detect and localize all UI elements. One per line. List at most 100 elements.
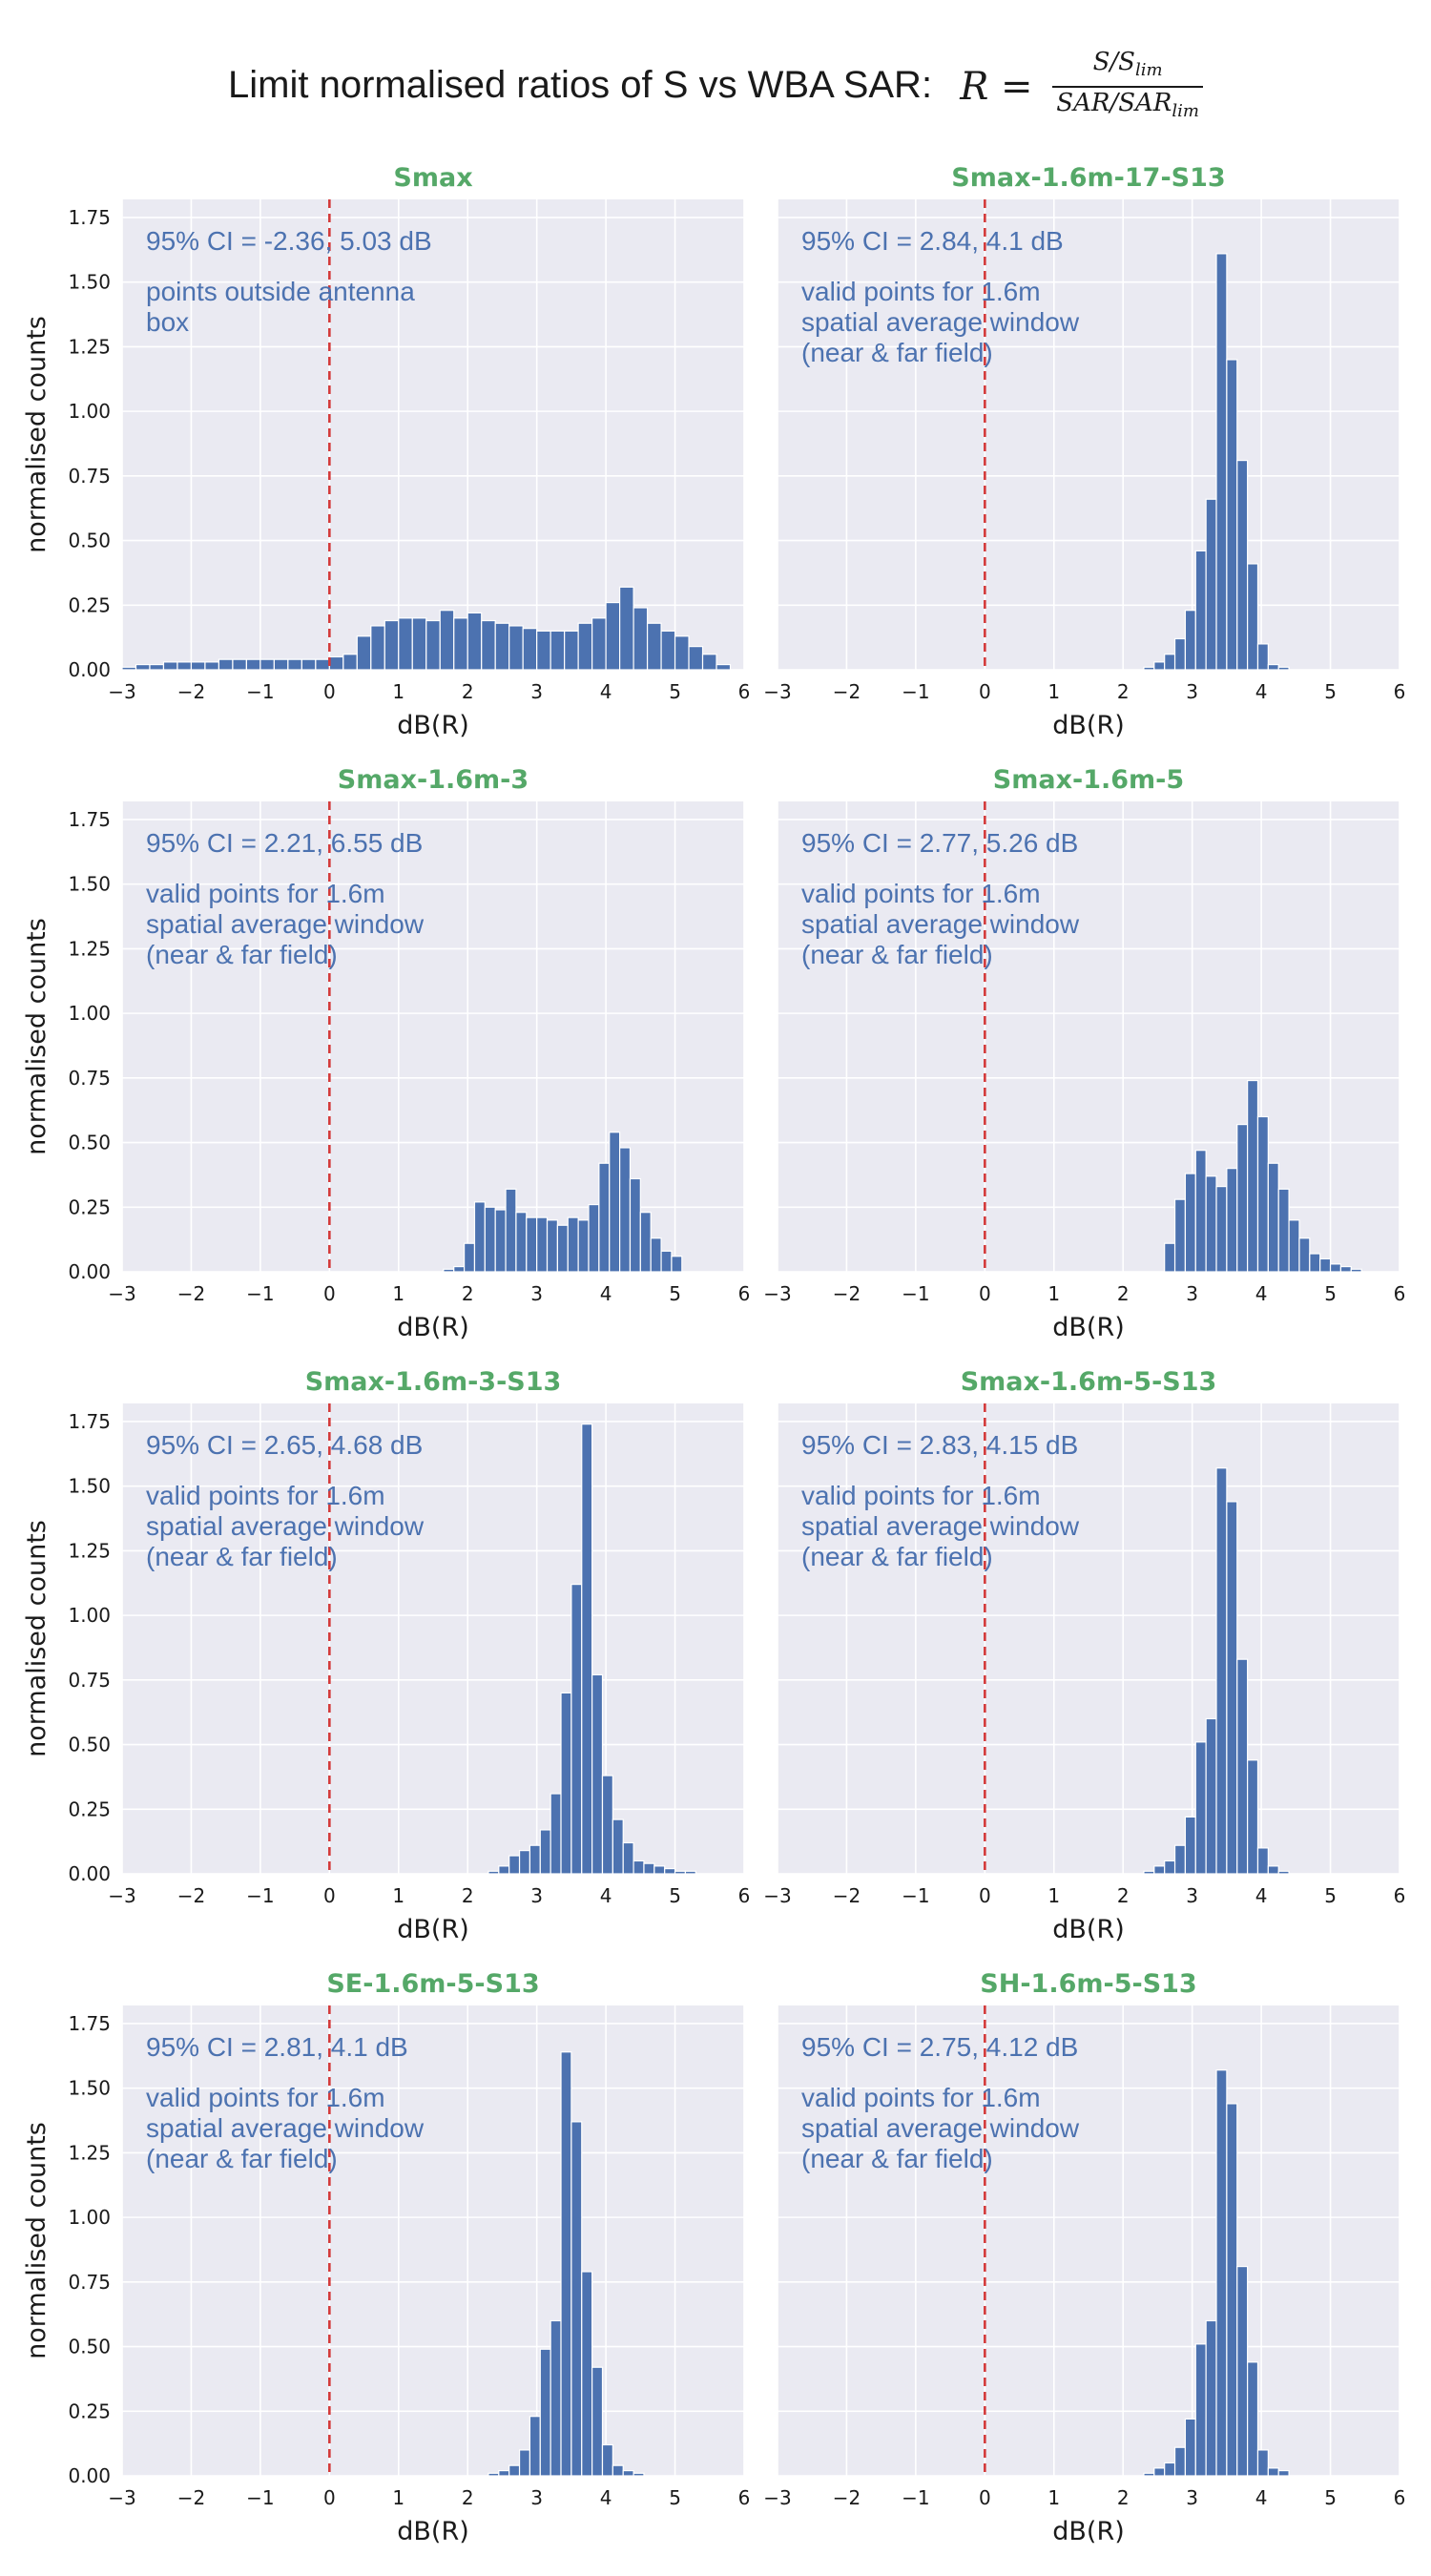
histogram-bar: [671, 1256, 683, 1273]
x-tick-label: 2: [462, 680, 474, 703]
y-tick-label: 0.75: [68, 1067, 111, 1090]
x-axis-label: dB(R): [397, 711, 469, 740]
ci-annotation: 95% CI = 2.77, 5.26 dB: [801, 828, 1078, 858]
histogram-bar: [176, 661, 193, 671]
note-annotation: valid points for 1.6m: [801, 1481, 1041, 1510]
histogram-bar: [1205, 498, 1217, 671]
y-tick-label: 1.00: [68, 400, 111, 423]
histogram-bar: [481, 619, 496, 671]
x-tick-label: 4: [600, 1884, 612, 1907]
histogram-bar: [567, 1216, 579, 1273]
x-tick-label: 0: [979, 2486, 991, 2509]
histogram-bar: [1256, 643, 1269, 671]
histogram-bar: [1205, 2319, 1217, 2477]
histogram-bar: [601, 1775, 613, 1875]
subplot-title: Smax-1.6m-5: [993, 765, 1184, 795]
x-tick-label: 0: [323, 1884, 336, 1907]
x-tick-label: 6: [738, 680, 751, 703]
x-tick-label: −2: [177, 1884, 205, 1907]
histogram-bar: [494, 622, 510, 671]
ci-annotation: 95% CI = 2.81, 4.1 dB: [146, 2032, 408, 2062]
histogram-bar: [1194, 1741, 1207, 1875]
note-annotation: spatial average window: [801, 909, 1080, 939]
histogram-bar: [633, 1859, 645, 1875]
x-tick-label: 6: [1394, 680, 1406, 703]
panel-6: −3 −2 −1 0 1 2 3 4 5 6 dB(R) Smax-1.6m-5-S13 95% CI …: [763, 1367, 1405, 1944]
histogram-bar: [1256, 1115, 1269, 1273]
panel-2: −3 −2 −1 0 1 2 3 4 5 6 dB(R) Smax-1.6m-17-S13 95% CI…: [763, 163, 1405, 740]
x-tick-label: 0: [323, 2486, 336, 2509]
y-tick-label: 0.75: [68, 2271, 111, 2294]
note-annotation: valid points for 1.6m: [801, 879, 1041, 908]
x-tick-label: −1: [246, 1282, 274, 1305]
histogram-bar: [1226, 1168, 1238, 1273]
x-tick-label: 6: [1394, 1884, 1406, 1907]
x-tick-label: −2: [177, 2486, 205, 2509]
formula-numerator-sub: lim: [1135, 60, 1163, 80]
histogram-bar: [1143, 1870, 1155, 1875]
y-tick-label: 1.50: [68, 1475, 111, 1498]
plot-area: [778, 2005, 1400, 2476]
histogram-bar: [650, 1237, 662, 1273]
histogram-bar: [629, 1177, 641, 1273]
histogram-bar: [425, 619, 441, 671]
histogram-bar: [560, 2051, 572, 2477]
histogram-bar: [1164, 2462, 1176, 2477]
histogram-bar: [1215, 1467, 1228, 1875]
y-tick-label: 1.50: [68, 873, 111, 896]
histogram-bar: [529, 2416, 541, 2477]
x-tick-label: −3: [108, 2486, 135, 2509]
x-tick-label: 6: [738, 1282, 751, 1305]
histogram-bar: [577, 622, 593, 671]
histogram-bar: [473, 1201, 486, 1273]
note-annotation: (near & far field): [801, 338, 993, 367]
x-tick-label: 5: [1324, 2486, 1337, 2509]
histogram-bar: [301, 658, 317, 671]
note-annotation: spatial average window: [801, 2113, 1080, 2143]
x-tick-label: 0: [979, 1884, 991, 1907]
note-annotation: valid points for 1.6m: [146, 2083, 385, 2112]
x-tick-label: −3: [763, 680, 791, 703]
x-tick-label: 0: [323, 1282, 336, 1305]
formula-denominator-main: SAR/SAR: [1056, 89, 1172, 117]
histogram-bar: [522, 628, 538, 671]
histogram-bar: [618, 586, 634, 671]
x-tick-label: 1: [392, 680, 404, 703]
histogram-bar: [1247, 563, 1259, 671]
histogram-bar: [1205, 1175, 1217, 1273]
histogram-bar: [1236, 459, 1249, 671]
x-tick-label: 1: [1047, 2486, 1060, 2509]
y-tick-label: 1.00: [68, 1604, 111, 1627]
histogram-bar: [1309, 1253, 1321, 1273]
histogram-bar: [653, 1865, 666, 1875]
x-tick-label: 2: [462, 1282, 474, 1305]
figure-title-block: Limit normalised ratios of S vs WBA SAR:…: [0, 34, 1431, 139]
histogram-bar: [1184, 1816, 1196, 1875]
histogram-bar: [1277, 2469, 1290, 2477]
histogram-bar: [1153, 2467, 1166, 2477]
note-annotation: box: [146, 307, 189, 337]
y-tick-label: 1.25: [68, 2141, 111, 2164]
histogram-bar: [342, 654, 358, 671]
histogram-bar: [1329, 1263, 1342, 1273]
x-tick-label: 3: [1186, 2486, 1198, 2509]
histogram-bar: [1173, 1844, 1187, 1875]
x-axis-label: dB(R): [1052, 2517, 1125, 2546]
x-tick-label: 2: [1117, 1884, 1130, 1907]
histogram-bar: [1247, 1079, 1259, 1273]
histogram-bar: [618, 1147, 632, 1273]
histogram-bar: [1164, 1242, 1176, 1273]
histogram-bar: [443, 1268, 455, 1273]
x-tick-label: 4: [1255, 2486, 1268, 2509]
histogram-bar: [1267, 2467, 1279, 2477]
x-tick-label: 5: [669, 1884, 681, 1907]
histogram-bar: [498, 2469, 510, 2477]
histogram-bar: [1288, 1219, 1300, 1273]
histogram-bar: [508, 625, 524, 671]
histogram-bar: [643, 1862, 655, 1875]
histogram-bar: [1236, 1658, 1249, 1875]
histogram-bar: [328, 655, 344, 671]
x-tick-label: −1: [246, 1884, 274, 1907]
histogram-bar: [1247, 1759, 1259, 1875]
histogram-bar: [1153, 661, 1166, 671]
